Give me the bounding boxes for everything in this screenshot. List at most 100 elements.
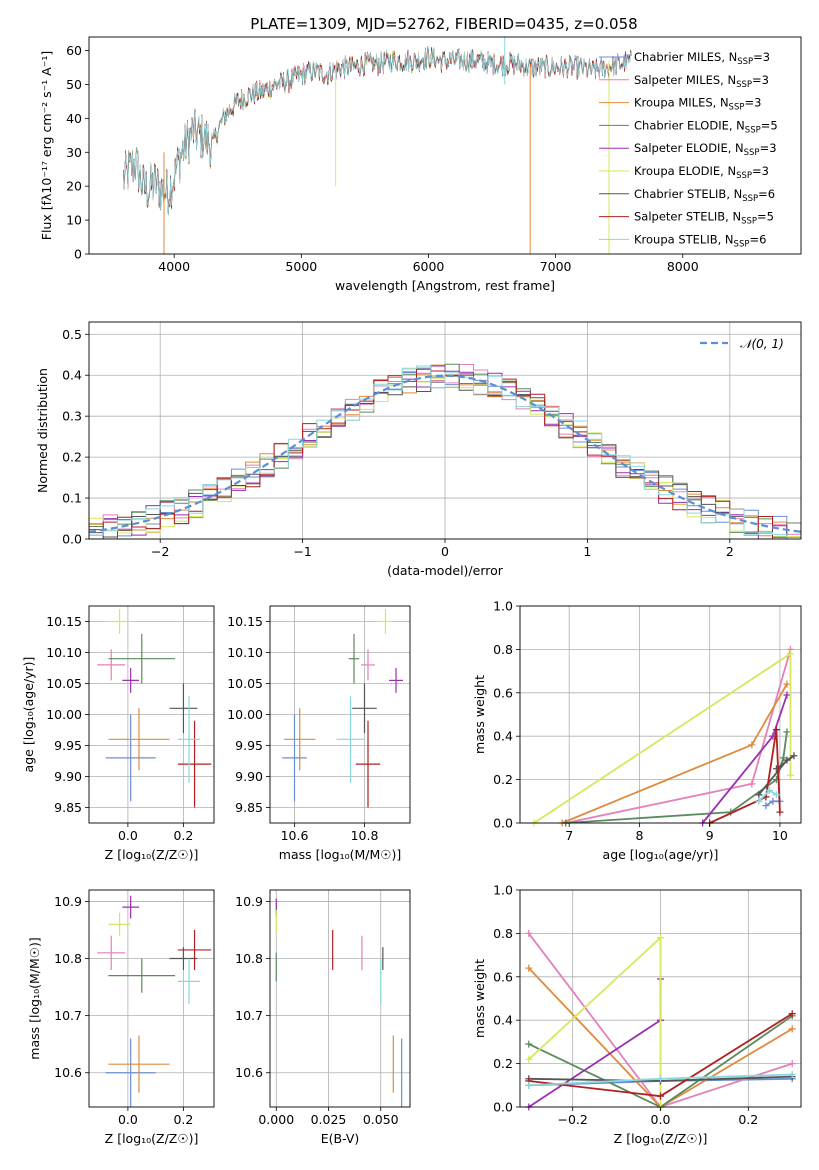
y-tick-label: 10.15 xyxy=(46,614,82,629)
mass-weight-marker xyxy=(657,934,664,942)
axes-frame xyxy=(519,605,802,824)
y-tick-label: 0 xyxy=(74,247,82,262)
y-tick-label: 10.7 xyxy=(54,1008,82,1023)
y-tick-label: 9.90 xyxy=(235,769,263,784)
mass-weight-marker xyxy=(525,1081,533,1089)
y-tick-label: 0.6 xyxy=(493,685,513,700)
y-axis-label: Flux [fλ10⁻¹⁷ erg cm⁻² s⁻¹ A⁻¹] xyxy=(39,51,54,240)
axes-frame xyxy=(269,889,411,1108)
mass-weight-marker xyxy=(788,1025,796,1033)
y-axis-label: age [log₁₀(age/yr)] xyxy=(21,657,36,773)
mass-weight-marker xyxy=(762,802,770,810)
mass-weight-line xyxy=(709,729,781,824)
y-tick-label: 0.3 xyxy=(62,409,82,424)
y-tick-label: 10.8 xyxy=(54,951,82,966)
plot-area xyxy=(282,609,403,808)
mass-weight-marker xyxy=(783,728,791,736)
plot-area xyxy=(97,895,212,1107)
y-tick-label: 0.0 xyxy=(62,532,82,547)
mass-weight-marker xyxy=(769,797,777,805)
spectrum-line xyxy=(123,46,632,216)
y-tick-label: 10.00 xyxy=(46,707,82,722)
errorbar-point xyxy=(108,958,176,993)
y-tick-label: 0.4 xyxy=(493,729,513,744)
errorbar-point xyxy=(355,720,381,808)
x-tick-label: 5000 xyxy=(285,259,317,274)
y-tick-label: 10.15 xyxy=(227,614,263,629)
x-tick-label: −2 xyxy=(151,544,169,559)
legend-label: Kroupa STELIB, NSSP=6 xyxy=(634,232,766,249)
mass-weight-marker xyxy=(783,691,791,699)
errorbar-point xyxy=(177,695,201,783)
y-tick-label: 0.2 xyxy=(493,1056,513,1071)
plot-area xyxy=(89,363,801,539)
y-tick-label: 10.10 xyxy=(46,645,82,660)
y-axis-label: Normed distribution xyxy=(35,368,50,493)
y-tick-label: 0.2 xyxy=(62,450,82,465)
mass-weight-marker xyxy=(748,741,756,749)
x-tick-label: 0.050 xyxy=(363,1112,399,1127)
x-tick-label: 1 xyxy=(583,544,591,559)
chart-mass_vs_Z: 0.0 0.2 10.6 10.7 10.8 10.9 Z [log₁₀(Z/Z☉)] mas… xyxy=(27,889,215,1146)
mass-weight-marker xyxy=(772,726,780,734)
y-tick-label: 10.6 xyxy=(54,1065,82,1080)
mass-weight-marker xyxy=(788,1060,796,1068)
chart-mass_weight_vs_age: 7 8 9 10 0.0 0.2 0.4 0.6 0.8 1.0 age [log₁₀(age/yr… xyxy=(472,599,802,862)
x-tick-label: 0.0 xyxy=(651,1112,671,1127)
mass-weight-marker xyxy=(765,786,773,794)
y-tick-label: 10.9 xyxy=(235,894,263,909)
y-axis-label: mass weight xyxy=(472,959,487,1038)
errorbar-point xyxy=(122,895,139,919)
axes-frame xyxy=(88,889,215,1108)
mass-weight-marker xyxy=(755,797,763,805)
mass-weight-marker xyxy=(786,771,794,779)
mass-weight-marker xyxy=(748,780,756,788)
y-tick-label: 1.0 xyxy=(493,883,513,898)
mass-weight-marker xyxy=(783,756,791,764)
x-tick-label: 0.0 xyxy=(118,1112,138,1127)
x-tick-label: 8 xyxy=(635,828,643,843)
axes-frame xyxy=(88,605,215,824)
y-tick-label: 20 xyxy=(66,179,82,194)
mass-weight-marker xyxy=(657,1075,664,1083)
x-tick-label: 6000 xyxy=(413,259,445,274)
y-tick-label: 9.85 xyxy=(54,800,82,815)
y-tick-label: 10.00 xyxy=(227,707,263,722)
x-tick-label: 8000 xyxy=(667,259,699,274)
y-tick-label: 0.2 xyxy=(493,772,513,787)
errorbar-point xyxy=(108,708,170,771)
x-tick-label: 2 xyxy=(726,544,734,559)
x-tick-label: 4000 xyxy=(158,259,190,274)
errorbar-point xyxy=(336,695,365,783)
y-tick-label: 50 xyxy=(66,77,82,92)
x-axis-label: Z [log₁₀(Z/Z☉)] xyxy=(105,1131,199,1146)
y-tick-label: 40 xyxy=(66,111,82,126)
histogram-series xyxy=(89,365,801,539)
errorbar-point xyxy=(282,714,307,802)
y-tick-label: 10.05 xyxy=(227,676,263,691)
errorbar-point xyxy=(122,668,139,693)
axes-frame xyxy=(269,605,411,824)
x-tick-label: 10.6 xyxy=(281,828,309,843)
y-tick-label: 10.7 xyxy=(235,1008,263,1023)
mass-weight-marker xyxy=(657,1092,664,1100)
errorbar-point xyxy=(108,912,131,936)
y-tick-label: 9.95 xyxy=(54,738,82,753)
y-tick-label: 1.0 xyxy=(493,599,513,614)
x-tick-label: 9 xyxy=(706,828,714,843)
chart-residuals: −2 −1 0 1 2 0.0 0.1 0.2 0.3 0.4 0.5 (data-model)/er… xyxy=(35,321,802,578)
legend-label: Kroupa ELODIE, NSSP=3 xyxy=(634,164,769,181)
errorbar-point xyxy=(105,1038,156,1107)
y-tick-label: 10.6 xyxy=(235,1065,263,1080)
chart-age_vs_Z: 0.0 0.2 9.85 9.90 9.95 10.00 10.05 10.10 10.15 Z … xyxy=(21,605,215,862)
chart-mass_vs_ebv: 0.000 0.025 0.050 10.6 10.7 10.8 10.9 E(B-V) xyxy=(235,889,411,1146)
x-axis-label: E(B-V) xyxy=(321,1131,360,1146)
x-tick-label: 7000 xyxy=(540,259,572,274)
y-tick-label: 9.85 xyxy=(235,800,263,815)
x-axis-label: mass [log₁₀(M/M☉)] xyxy=(279,847,401,862)
errorbar-point xyxy=(389,668,403,693)
plot-area xyxy=(123,37,632,254)
x-tick-label: 0.000 xyxy=(258,1112,294,1127)
axes-frame xyxy=(519,889,802,1108)
